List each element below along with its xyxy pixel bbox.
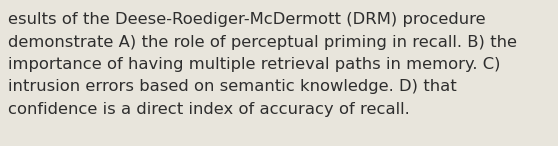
Text: intrusion errors based on semantic knowledge. D) that: intrusion errors based on semantic knowl… bbox=[8, 80, 457, 94]
Text: confidence is a direct index of accuracy of recall.: confidence is a direct index of accuracy… bbox=[8, 102, 410, 117]
Text: importance of having multiple retrieval paths in memory. C): importance of having multiple retrieval … bbox=[8, 57, 501, 72]
Text: demonstrate A) the role of perceptual priming in recall. B) the: demonstrate A) the role of perceptual pr… bbox=[8, 34, 517, 49]
Text: esults of the Deese-Roediger-McDermott (DRM) procedure: esults of the Deese-Roediger-McDermott (… bbox=[8, 12, 485, 27]
